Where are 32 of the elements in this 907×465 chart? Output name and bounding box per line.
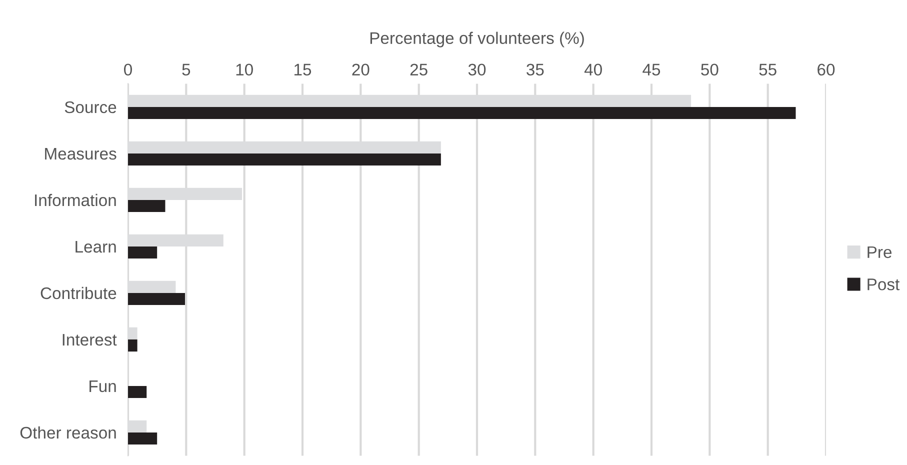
- bar: [128, 106, 796, 120]
- y-tick-label: Other reason: [20, 426, 116, 439]
- x-tick-label: 5: [182, 64, 190, 76]
- x-tick-label: 60: [818, 64, 835, 76]
- x-tick-label: 10: [236, 64, 253, 76]
- bar: [128, 153, 441, 166]
- y-tick-label: Information: [35, 194, 116, 206]
- y-tick-label: Learn: [76, 241, 116, 253]
- x-axis-title: Percentage of volunteers (%): [370, 32, 584, 48]
- x-tick-label: 25: [410, 64, 428, 76]
- y-tick-label: Source: [64, 101, 116, 114]
- y-tick-label: Interest: [62, 334, 117, 346]
- bar: [128, 339, 138, 352]
- x-tick-label: 50: [701, 64, 718, 76]
- bar: [128, 292, 186, 306]
- bar: [128, 246, 158, 259]
- x-tick-label: 35: [526, 64, 544, 76]
- x-tick-label: 40: [584, 64, 602, 76]
- bar: [128, 386, 147, 398]
- x-tick-label: 20: [352, 64, 370, 76]
- y-tick-label: Fun: [90, 380, 116, 392]
- legend-label: Post: [868, 278, 900, 290]
- x-tick-label: 15: [294, 64, 312, 76]
- x-tick-label: 0: [124, 64, 132, 76]
- x-tick-label: 30: [468, 64, 486, 76]
- bar: [128, 200, 166, 212]
- y-tick-label: Contribute: [40, 286, 116, 300]
- legend-label: Pre: [868, 246, 892, 258]
- x-tick-label: 55: [759, 64, 776, 76]
- bar: [128, 432, 158, 445]
- y-tick-label: Measures: [45, 148, 116, 160]
- x-tick-label: 45: [642, 64, 660, 76]
